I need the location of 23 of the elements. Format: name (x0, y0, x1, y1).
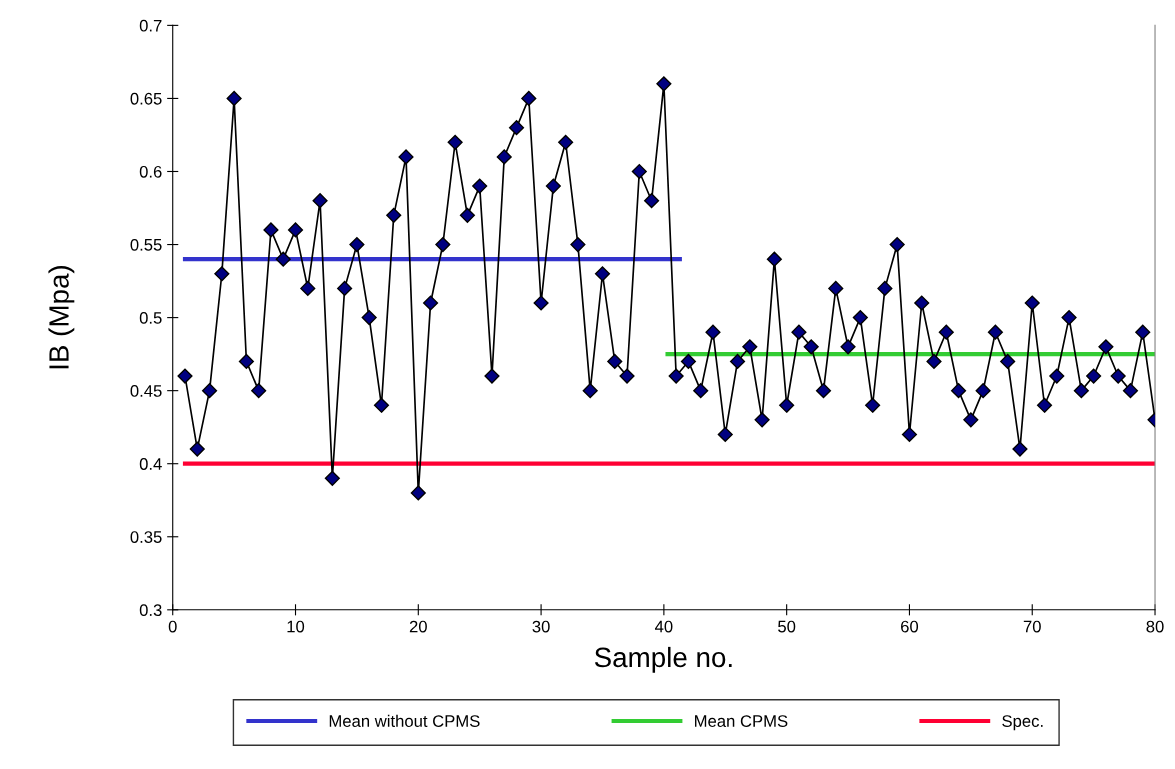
x-tick-label: 30 (532, 620, 550, 633)
y-tick-label: 0.4 (139, 458, 162, 470)
x-tick-label: 40 (654, 620, 673, 633)
y-axis-title: IB (Mpa) (48, 266, 75, 369)
y-tick-label: 0.3 (139, 604, 162, 617)
y-tick-label: 0.7 (139, 19, 162, 32)
y-tick-label: 0.35 (130, 531, 162, 543)
y-tick-label: 0.45 (130, 385, 162, 397)
legend-label: Mean without CPMS (329, 714, 480, 727)
x-tick-label: 50 (778, 620, 796, 633)
legend-label: Mean CPMS (695, 715, 788, 727)
x-tick-label: 60 (901, 620, 919, 633)
x-tick-label: 0 (168, 620, 177, 633)
y-tick-label: 0.65 (130, 92, 162, 105)
x-tick-label: 80 (1146, 620, 1164, 633)
x-tick-label: 10 (287, 620, 305, 633)
legend-label: Spec. (1002, 715, 1043, 731)
y-tick-label: 0.6 (139, 165, 162, 178)
y-tick-label: 0.55 (130, 238, 162, 251)
x-axis-title: Sample no. (594, 646, 732, 673)
x-tick-label: 20 (409, 620, 427, 633)
y-tick-label: 0.5 (139, 312, 162, 324)
x-tick-label: 70 (1023, 620, 1041, 633)
